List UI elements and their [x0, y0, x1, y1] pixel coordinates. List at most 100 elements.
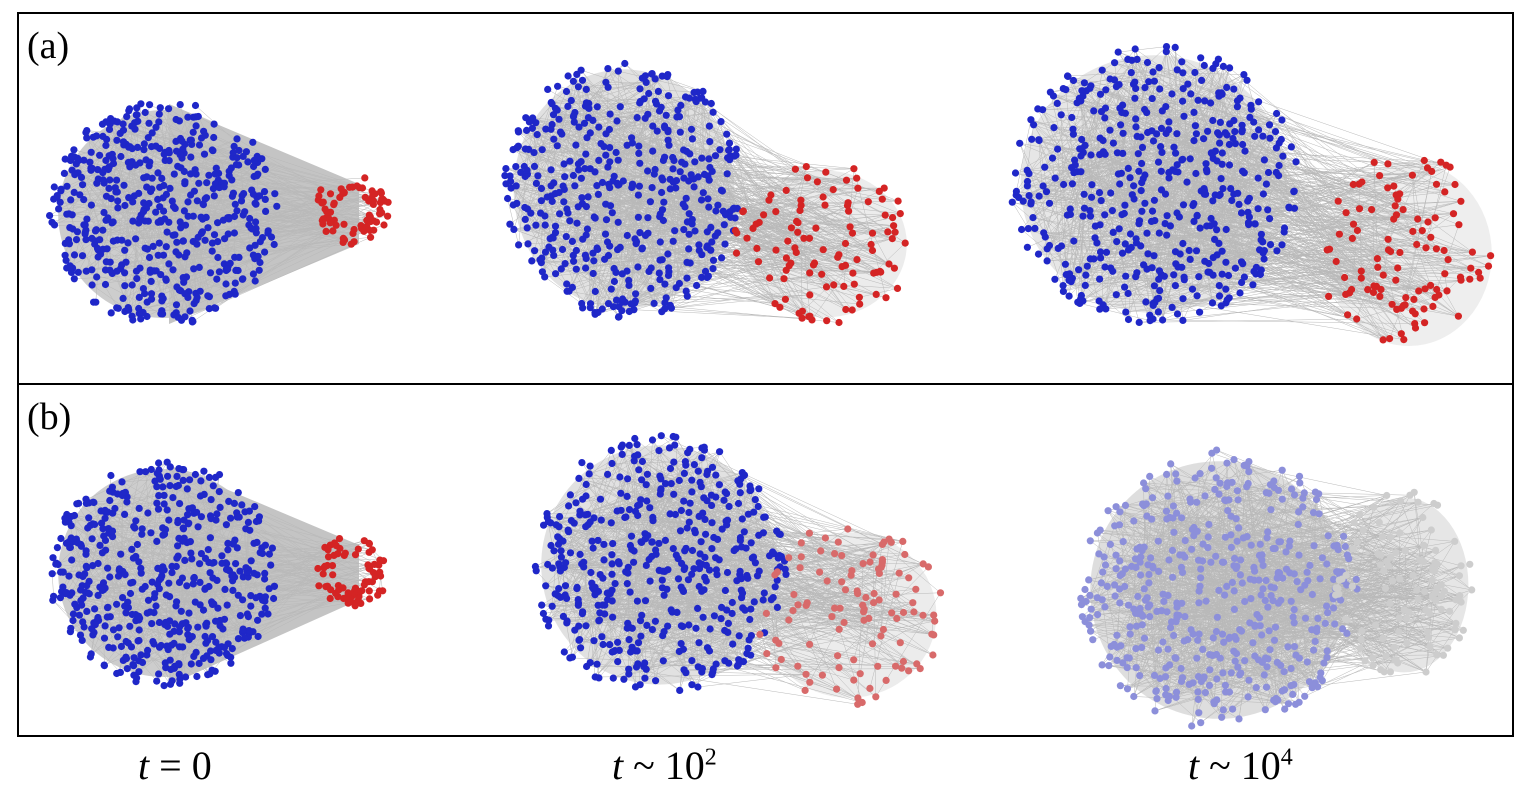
node [672, 433, 680, 441]
node [924, 563, 933, 571]
node [1390, 643, 1398, 651]
node [226, 259, 234, 267]
node [708, 463, 717, 471]
node [819, 193, 827, 201]
node [326, 594, 334, 603]
node [749, 553, 758, 561]
node [860, 616, 868, 624]
node [595, 617, 603, 625]
node [1221, 129, 1229, 137]
net-b-t10000-nodes [1077, 446, 1476, 730]
node [591, 214, 599, 222]
node [653, 127, 661, 135]
node [698, 454, 706, 462]
node [129, 217, 137, 225]
node [790, 590, 798, 599]
node [1476, 274, 1484, 282]
node [1083, 262, 1091, 270]
panel-b: (b) [17, 383, 1514, 737]
node [1309, 509, 1318, 517]
node [1194, 695, 1202, 703]
node [517, 168, 525, 176]
node [830, 281, 838, 289]
node [1153, 607, 1161, 615]
node [773, 527, 781, 535]
node [138, 658, 147, 667]
node [1096, 526, 1104, 534]
node [1172, 470, 1180, 478]
node [1280, 668, 1288, 676]
node [160, 500, 168, 508]
node [899, 608, 908, 617]
node [1420, 305, 1428, 313]
node [148, 174, 156, 182]
node [1116, 104, 1124, 112]
node [62, 589, 70, 597]
node [118, 236, 126, 244]
node [1165, 174, 1173, 182]
node [1077, 152, 1085, 160]
node [669, 153, 677, 162]
node [685, 518, 693, 526]
node [1126, 623, 1134, 631]
node [94, 253, 102, 261]
node [1215, 282, 1223, 290]
node [1030, 121, 1038, 129]
node [641, 231, 650, 239]
node [567, 517, 576, 525]
node [1102, 248, 1111, 256]
node [239, 211, 247, 219]
node [530, 162, 539, 170]
node [86, 158, 94, 166]
node [195, 263, 203, 271]
node [602, 130, 610, 138]
node [834, 253, 842, 261]
node [1196, 224, 1204, 232]
node [1259, 132, 1267, 140]
node [1401, 547, 1409, 555]
node [683, 218, 692, 226]
node [797, 539, 805, 547]
node [1422, 244, 1430, 252]
node [1225, 688, 1234, 696]
node [706, 163, 714, 172]
node [738, 515, 746, 523]
node [1080, 204, 1089, 212]
node [531, 247, 539, 255]
node [70, 275, 78, 283]
node [1085, 621, 1093, 629]
node [1207, 558, 1215, 566]
node [1265, 627, 1273, 635]
node [647, 264, 655, 272]
node [179, 525, 188, 533]
node [146, 608, 154, 616]
node [1140, 479, 1148, 487]
node [201, 554, 210, 562]
node [194, 623, 202, 631]
node [340, 220, 348, 228]
node [1018, 225, 1026, 234]
node [1333, 541, 1341, 549]
node [93, 244, 102, 252]
node [100, 208, 108, 217]
node [566, 491, 575, 499]
node [1357, 635, 1365, 644]
node [683, 292, 691, 300]
node [184, 198, 192, 206]
node [102, 141, 110, 149]
node [708, 545, 716, 553]
node [1388, 577, 1397, 585]
node [720, 496, 728, 504]
node [1280, 228, 1288, 236]
node [708, 238, 716, 246]
node [578, 610, 587, 618]
net-a-t10000-nodes [1008, 43, 1495, 344]
node [1468, 248, 1476, 256]
node [834, 652, 842, 660]
node [655, 566, 663, 574]
node [705, 203, 713, 211]
node [321, 562, 329, 570]
node [1229, 705, 1237, 713]
node [326, 541, 334, 549]
node [1035, 136, 1043, 145]
